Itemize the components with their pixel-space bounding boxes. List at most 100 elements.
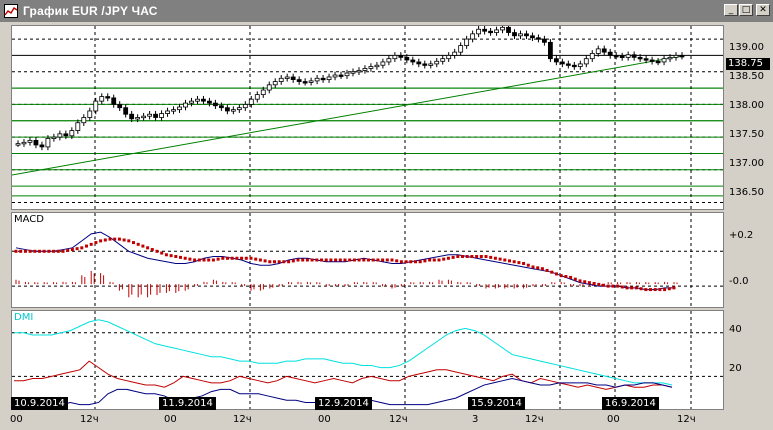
macd-signal-dot — [240, 256, 244, 260]
minimize-button[interactable]: _ — [724, 4, 738, 16]
macd-signal-dot — [587, 281, 591, 285]
macd-signal-dot — [38, 249, 41, 253]
macd-signal-dot — [14, 249, 18, 253]
candle-body — [135, 117, 141, 120]
window-titlebar[interactable]: График EUR /JPY ЧАС _ □ ✕ — [0, 0, 773, 22]
macd-signal-dot — [305, 258, 309, 262]
macd-signal-dot — [315, 258, 319, 262]
macd-signal-dot — [569, 275, 573, 279]
macd-signal-dot — [573, 277, 577, 281]
date-tag: 11.9.2014 — [159, 397, 216, 410]
macd-signal-dot — [132, 241, 135, 245]
macd-signal-dot — [475, 255, 479, 259]
macd-signal-dot — [503, 258, 507, 262]
macd-signal-dot — [667, 287, 671, 291]
macd-signal-dot — [578, 279, 582, 283]
macd-signal-dot — [385, 258, 389, 262]
macd-signal-dot — [89, 242, 93, 246]
candle-body — [673, 55, 679, 58]
candle-body — [111, 97, 117, 105]
macd-signal-dot — [160, 251, 164, 255]
macd-signal-dot — [512, 260, 516, 264]
candle-body — [649, 59, 655, 62]
price-axis-label: 139.00 — [729, 42, 764, 53]
price-axis-label: 138.00 — [729, 100, 764, 111]
macd-axis-label: -0.0 — [729, 276, 749, 287]
date-tag: 12.9.2014 — [315, 397, 372, 410]
candle-body — [260, 89, 266, 96]
adx-line — [14, 319, 673, 386]
macd-signal-dot — [66, 248, 70, 252]
candle-body — [386, 58, 392, 63]
candle-body — [195, 98, 200, 102]
candle-body — [500, 26, 505, 31]
candle-body — [177, 106, 182, 111]
candle-body — [679, 55, 685, 58]
candle-body — [326, 76, 332, 80]
plus-di-line — [14, 360, 673, 390]
time-axis-label: 3 — [472, 414, 479, 425]
candle-body — [661, 58, 667, 63]
candle-body — [201, 98, 206, 102]
macd-signal-dot — [136, 242, 140, 246]
close-button[interactable]: ✕ — [756, 4, 770, 16]
candle-body — [446, 55, 452, 60]
macd-signal-dot — [52, 249, 56, 253]
time-axis-label: 12ч — [677, 414, 696, 425]
candle-body — [625, 54, 631, 58]
macd-signal-dot — [461, 255, 464, 259]
macd-line — [15, 231, 674, 291]
macd-signal-dot — [108, 237, 112, 241]
macd-signal-dot — [606, 284, 610, 288]
macd-signal-dot — [193, 258, 197, 262]
candle-body — [320, 77, 326, 81]
candle-body — [458, 45, 464, 53]
macd-signal-dot — [47, 249, 51, 253]
date-tag: 16.9.2014 — [602, 397, 659, 410]
macd-signal-dot — [80, 246, 84, 250]
candle-body — [254, 94, 260, 100]
macd-signal-dot — [329, 258, 333, 262]
candle-body — [159, 113, 164, 118]
dmi-panel[interactable]: DMI — [11, 310, 724, 410]
candle-body — [99, 96, 105, 102]
candle-body — [332, 74, 338, 78]
candle-body — [81, 117, 87, 124]
candle-body — [314, 77, 320, 82]
candle-body — [117, 104, 123, 109]
macd-signal-dot — [113, 237, 117, 241]
dmi-label: DMI — [14, 312, 34, 323]
window-title: График EUR /JPY ЧАС — [23, 4, 158, 18]
candle-body — [105, 96, 111, 99]
macd-signal-dot — [639, 287, 643, 291]
macd-axis-label: +0.2 — [729, 230, 754, 241]
candle-body — [434, 60, 440, 65]
current-price-badge: 138.75 — [726, 58, 770, 70]
candle-body — [518, 33, 523, 37]
macd-panel[interactable]: MACD — [11, 212, 724, 308]
macd-signal-dot — [559, 274, 563, 278]
candle-body — [230, 109, 236, 112]
candle-body — [637, 56, 643, 60]
macd-signal-dot — [376, 258, 380, 262]
price-chart-panel[interactable] — [11, 25, 724, 210]
maximize-button[interactable]: □ — [739, 4, 753, 16]
macd-signal-dot — [367, 258, 370, 262]
candle-body — [129, 113, 135, 120]
macd-signal-dot — [414, 260, 417, 264]
candle-body — [33, 139, 39, 146]
price-chart — [12, 26, 723, 209]
macd-signal-dot — [235, 256, 239, 260]
candle-body — [452, 51, 458, 56]
candle-body — [87, 110, 93, 118]
candle-body — [380, 61, 386, 66]
macd-signal-dot — [395, 259, 399, 263]
candle-body — [542, 38, 547, 43]
macd-signal-dot — [75, 247, 79, 251]
macd-signal-dot — [545, 268, 549, 272]
macd-signal-dot — [291, 259, 295, 263]
macd-signal-dot — [226, 256, 229, 260]
macd-signal-dot — [268, 260, 272, 264]
candle-body — [476, 28, 482, 35]
date-tag: 15.9.2014 — [468, 397, 525, 410]
